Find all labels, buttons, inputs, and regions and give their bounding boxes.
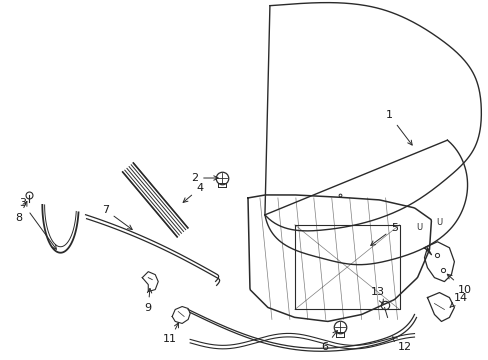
Text: 4: 4 bbox=[183, 183, 203, 202]
Text: U: U bbox=[435, 218, 442, 227]
Text: 3: 3 bbox=[19, 198, 56, 249]
Text: 7: 7 bbox=[102, 205, 132, 230]
Text: 11: 11 bbox=[163, 323, 178, 345]
Text: 5: 5 bbox=[370, 223, 397, 246]
Text: 10: 10 bbox=[447, 274, 470, 294]
Text: 14: 14 bbox=[449, 293, 468, 307]
Text: 6: 6 bbox=[321, 330, 337, 352]
Text: 12: 12 bbox=[392, 337, 411, 352]
Text: 2: 2 bbox=[191, 173, 218, 183]
Text: 9: 9 bbox=[144, 288, 152, 312]
Text: 13: 13 bbox=[370, 287, 384, 304]
Text: U: U bbox=[416, 223, 422, 232]
Text: 8: 8 bbox=[15, 201, 27, 223]
Text: 1: 1 bbox=[386, 110, 411, 145]
